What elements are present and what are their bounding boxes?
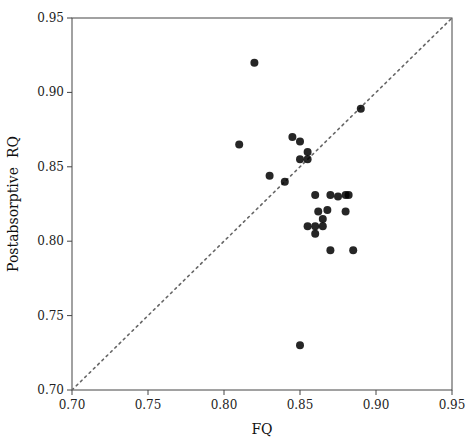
x-axis-label: FQ [251, 421, 272, 437]
y-tick [67, 315, 72, 316]
x-tick-label: 0.70 [59, 398, 86, 412]
scatter-point [334, 193, 342, 201]
scatter-point [296, 155, 304, 163]
y-tick [67, 18, 72, 19]
scatter-point [311, 191, 319, 199]
scatter-point [326, 191, 334, 199]
scatter-point [250, 59, 258, 67]
scatter-point [311, 222, 319, 230]
y-tick-label: 0.95 [37, 11, 64, 25]
y-tick-label: 0.70 [37, 383, 64, 397]
scatter-point [304, 155, 312, 163]
scatter-point [319, 222, 327, 230]
y-tick [67, 241, 72, 242]
x-tick-label: 0.75 [135, 398, 162, 412]
y-tick [67, 390, 72, 391]
y-tick-label: 0.90 [37, 85, 64, 99]
x-tick [376, 390, 377, 395]
scatter-point [235, 140, 243, 148]
y-tick [67, 92, 72, 93]
x-tick-label: 0.95 [439, 398, 466, 412]
scatter-point [326, 246, 334, 254]
scatter-point [296, 138, 304, 146]
scatter-point [304, 148, 312, 156]
scatter-point [296, 341, 304, 349]
x-tick-label: 0.85 [287, 398, 314, 412]
y-tick-label: 0.85 [37, 160, 64, 174]
plot-area [72, 18, 452, 390]
x-tick-label: 0.90 [363, 398, 390, 412]
x-tick [300, 390, 301, 395]
y-tick-label: 0.80 [37, 234, 64, 248]
background [0, 0, 474, 446]
scatter-point [281, 178, 289, 186]
plot-frame [72, 18, 452, 390]
scatter-point [342, 207, 350, 215]
scatter-point [323, 206, 331, 214]
x-tick [148, 390, 149, 395]
y-axis-label: Postabsorptive RQ [5, 136, 21, 272]
scatter-point [288, 133, 296, 141]
x-tick [72, 390, 73, 395]
scatter-point [349, 246, 357, 254]
x-tick [452, 390, 453, 395]
scatter-point [304, 222, 312, 230]
scatter-point [357, 105, 365, 113]
identity-line [72, 18, 452, 390]
y-tick [67, 166, 72, 167]
x-tick-label: 0.80 [211, 398, 238, 412]
scatter-point [319, 215, 327, 223]
y-tick-label: 0.75 [37, 309, 64, 323]
chart: 0.70 0.75 0.80 0.85 0.90 0.95 0.70 0.75 0.80 0.85… [0, 0, 474, 446]
scatter-point [345, 191, 353, 199]
scatter-point [266, 172, 274, 180]
scatter-point [314, 207, 322, 215]
x-tick [224, 390, 225, 395]
scatter-point [311, 230, 319, 238]
